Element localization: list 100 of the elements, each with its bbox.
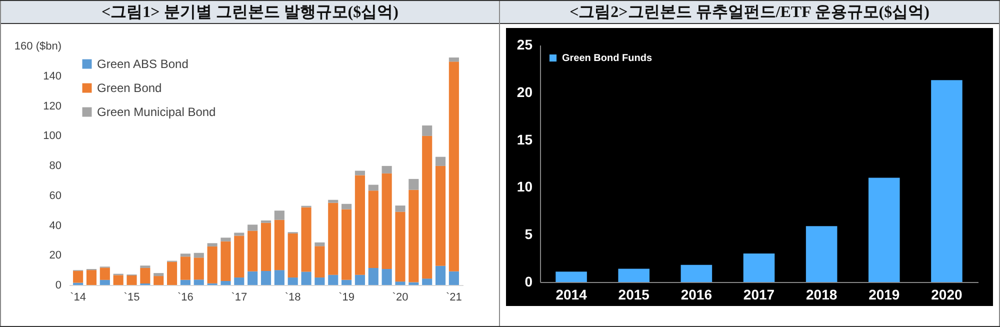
bar xyxy=(113,275,124,285)
bar xyxy=(301,207,312,272)
x-tick-label: 2014 xyxy=(556,286,588,302)
x-tick-label: 2019 xyxy=(868,286,900,302)
bar xyxy=(368,184,378,191)
bar xyxy=(194,252,204,258)
y-tick-label: 20 xyxy=(49,250,62,262)
bar xyxy=(234,278,244,285)
y-tick-label: 120 xyxy=(43,100,62,112)
bar xyxy=(931,80,962,282)
bar xyxy=(368,190,378,268)
bar xyxy=(422,125,432,136)
bar xyxy=(408,190,419,282)
bar xyxy=(274,270,284,285)
bar xyxy=(395,206,406,212)
bar xyxy=(448,62,459,272)
bar xyxy=(342,204,352,210)
bar xyxy=(248,230,258,272)
bar xyxy=(180,256,190,280)
y-tick-label: 0 xyxy=(524,274,533,290)
bar xyxy=(288,278,298,285)
x-tick-label: `20 xyxy=(392,292,408,304)
bar xyxy=(180,254,190,257)
bar xyxy=(395,212,406,282)
x-tick-label: `14 xyxy=(70,292,86,304)
x-tick-label: 2018 xyxy=(806,286,838,302)
y-tick-label: 10 xyxy=(516,178,533,195)
y-tick-label: 60 xyxy=(49,190,62,202)
bar xyxy=(126,275,137,285)
bar xyxy=(342,209,352,280)
legend-label: Green Municipal Bond xyxy=(97,105,216,119)
y-tick-label: 15 xyxy=(516,131,533,148)
bar xyxy=(154,276,164,285)
bar xyxy=(354,175,366,275)
bar xyxy=(328,202,338,275)
bar xyxy=(743,254,775,282)
bar xyxy=(166,262,178,285)
bar xyxy=(328,200,338,203)
x-tick-label: `21 xyxy=(446,292,462,304)
bar xyxy=(234,232,244,236)
bar xyxy=(408,282,419,285)
bar xyxy=(274,220,284,270)
bar xyxy=(154,273,164,276)
bar xyxy=(448,271,459,285)
x-tick-label: 2020 xyxy=(931,286,962,302)
bar xyxy=(274,210,284,220)
bar xyxy=(382,166,392,174)
bar xyxy=(328,274,338,285)
bar xyxy=(194,280,204,285)
bar xyxy=(73,270,84,283)
x-tick-label: `16 xyxy=(178,292,194,304)
y-tick-label: 160 ($bn) xyxy=(14,40,62,52)
bar xyxy=(207,246,218,284)
y-tick-label: 0 xyxy=(55,280,62,292)
bar xyxy=(100,280,110,285)
y-tick-label: 40 xyxy=(49,220,62,232)
bar xyxy=(100,268,110,280)
bar xyxy=(680,264,712,282)
bar xyxy=(556,272,587,282)
x-tick-label: `17 xyxy=(231,292,248,304)
bar xyxy=(618,268,650,282)
x-tick-label: 2016 xyxy=(680,286,712,302)
legend-label: Green Bond xyxy=(97,81,162,95)
y-tick-label: 5 xyxy=(524,226,533,242)
bar xyxy=(220,241,231,281)
bar xyxy=(806,226,838,282)
bar xyxy=(354,170,366,176)
bar xyxy=(422,136,432,279)
y-tick-label: 140 xyxy=(43,70,62,82)
bar xyxy=(220,238,231,242)
y-tick-label: 25 xyxy=(516,36,533,52)
x-tick-label: `15 xyxy=(124,292,140,304)
bar xyxy=(868,178,900,282)
y-tick-label: 100 xyxy=(43,130,62,142)
y-tick-label: 20 xyxy=(516,84,533,100)
bar xyxy=(248,271,258,285)
bar xyxy=(180,280,190,285)
x-tick-label: 2017 xyxy=(743,286,775,302)
bar xyxy=(260,270,272,285)
bar xyxy=(435,166,446,266)
bar xyxy=(314,278,325,285)
bar xyxy=(207,243,218,246)
y-tick-label: 80 xyxy=(49,160,62,172)
bar xyxy=(260,222,272,271)
bar xyxy=(288,233,298,278)
bar xyxy=(435,266,446,285)
legend-label: Green ABS Bond xyxy=(97,57,188,71)
bar xyxy=(382,173,392,270)
bar xyxy=(260,220,272,223)
bar xyxy=(422,278,432,285)
bar xyxy=(448,58,459,62)
chart-title: <그림1> 분기별 그린본드 발행규모($십억) xyxy=(1,1,499,24)
bar xyxy=(354,274,366,285)
bar xyxy=(301,272,312,285)
bar xyxy=(194,258,204,280)
bar xyxy=(435,156,446,166)
bar xyxy=(368,268,378,285)
bar xyxy=(86,270,97,285)
bar xyxy=(408,178,419,190)
bar xyxy=(140,268,150,284)
